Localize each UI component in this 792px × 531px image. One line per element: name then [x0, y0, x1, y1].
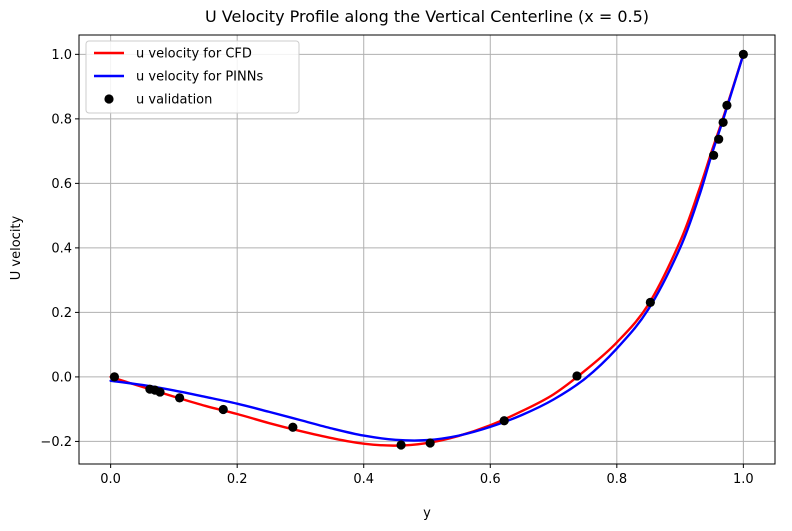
y-tick-label: 0.8	[51, 112, 72, 127]
x-tick-label: 0.8	[606, 472, 627, 487]
x-tick-label: 1.0	[733, 472, 754, 487]
x-tick-label: 0.4	[353, 472, 374, 487]
x-tick-label: 0.6	[480, 472, 501, 487]
validation-point	[109, 372, 120, 382]
validation-point	[714, 134, 724, 144]
legend-label: u velocity for PINNs	[136, 70, 263, 85]
chart-title: U Velocity Profile along the Vertical Ce…	[205, 7, 649, 26]
y-tick-label: −0.2	[40, 435, 72, 450]
plot-frame	[78, 34, 776, 465]
legend: u velocity for CFD u velocity for PINNs u …	[85, 40, 300, 114]
axis-ticks: 0.0 0.2 0.4 0.6 0.8 1.0 −0.2 0.0 0.2 0.4 0.6 0.8 1.0	[40, 48, 753, 487]
x-tick-label: 0.2	[227, 472, 248, 487]
validation-point	[718, 117, 728, 128]
validation-point	[709, 150, 719, 160]
validation-point	[572, 371, 582, 381]
y-tick-label: 1.0	[51, 48, 72, 63]
legend-swatch	[104, 94, 114, 104]
x-tick-label: 0.0	[100, 472, 121, 487]
y-tick-label: 0.0	[51, 370, 72, 385]
validation-point	[645, 297, 655, 307]
x-axis-label: y	[423, 506, 431, 521]
validation-point	[722, 100, 732, 110]
validation-point	[738, 49, 748, 59]
y-tick-label: 0.4	[51, 241, 72, 256]
validation-point	[175, 393, 185, 403]
validation-point	[155, 387, 165, 397]
series-layer	[109, 49, 748, 450]
legend-label: u velocity for CFD	[136, 47, 252, 62]
y-tick-label: 0.2	[51, 306, 72, 321]
legend-box	[85, 40, 300, 114]
y-tick-label: 0.6	[51, 177, 72, 192]
validation-point	[396, 440, 406, 450]
grid	[79, 35, 775, 464]
validation-point	[218, 404, 228, 415]
validation-point	[288, 422, 298, 432]
legend-label: u validation	[136, 93, 212, 108]
validation-point	[425, 438, 435, 448]
y-axis-label: U velocity	[9, 215, 24, 280]
validation-point	[499, 416, 509, 426]
pinns-line	[109, 53, 745, 442]
